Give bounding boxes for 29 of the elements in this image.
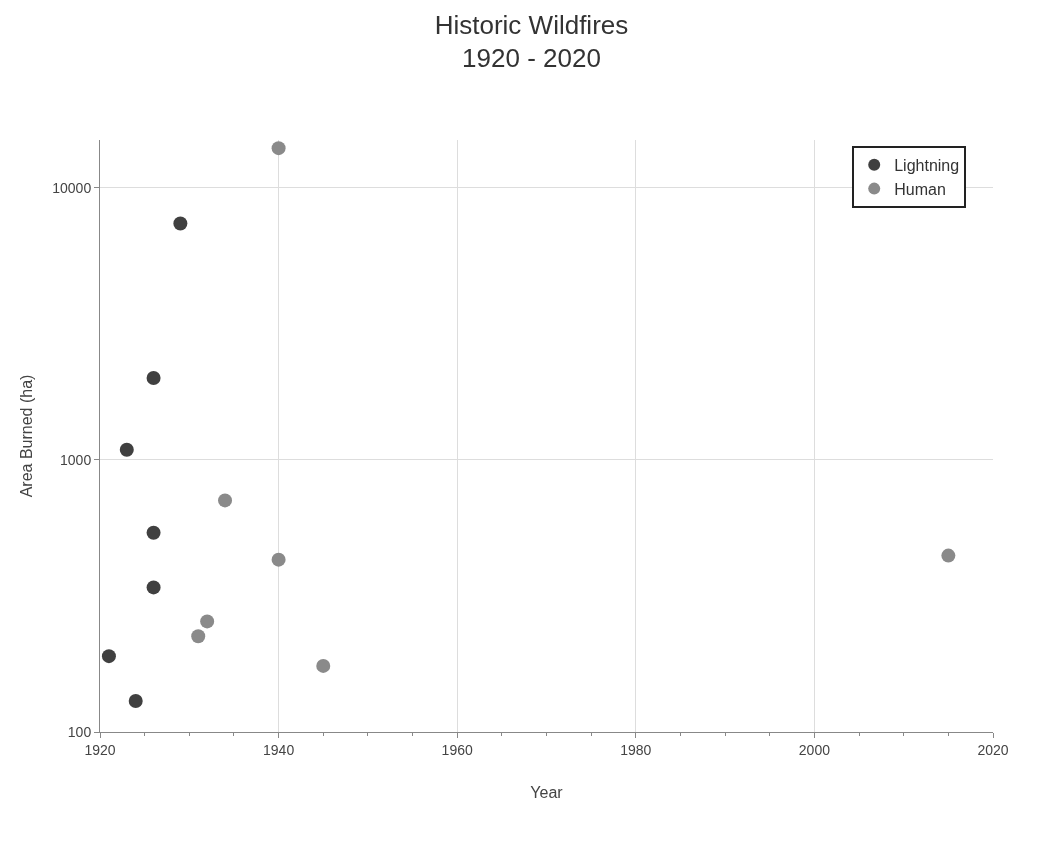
- point: [200, 614, 215, 629]
- point: [146, 580, 161, 595]
- point: [119, 442, 134, 457]
- point: [271, 552, 286, 567]
- point: [941, 548, 956, 563]
- point: [316, 658, 331, 673]
- x-tick-label: 1960: [441, 741, 473, 758]
- y-tick-label: 100: [67, 723, 92, 740]
- point: [101, 649, 116, 664]
- legend-label: Human: [894, 180, 946, 198]
- point: [271, 141, 286, 156]
- x-tick-label: 1980: [620, 741, 652, 758]
- point: [128, 694, 143, 708]
- point: [173, 216, 188, 231]
- x-tick-label: 1920: [84, 741, 116, 758]
- y-tick-label: 10000: [52, 179, 92, 196]
- x-tick-label: 2000: [798, 741, 831, 758]
- point: [218, 493, 233, 508]
- point: [146, 371, 161, 386]
- chart-title: Historic Wildfires: [434, 9, 629, 40]
- y-axis-title: Area Burned (ha): [18, 374, 36, 498]
- chart-subtitle: 1920 - 2020: [462, 43, 601, 74]
- point: [146, 525, 161, 540]
- x-tick-label: 2020: [977, 741, 1009, 758]
- x-tick-label: 1940: [263, 741, 295, 758]
- legend-label: Lightning: [894, 157, 960, 175]
- x-axis-title: Year: [530, 784, 564, 802]
- point: [191, 629, 206, 644]
- y-tick-label: 1000: [60, 451, 92, 468]
